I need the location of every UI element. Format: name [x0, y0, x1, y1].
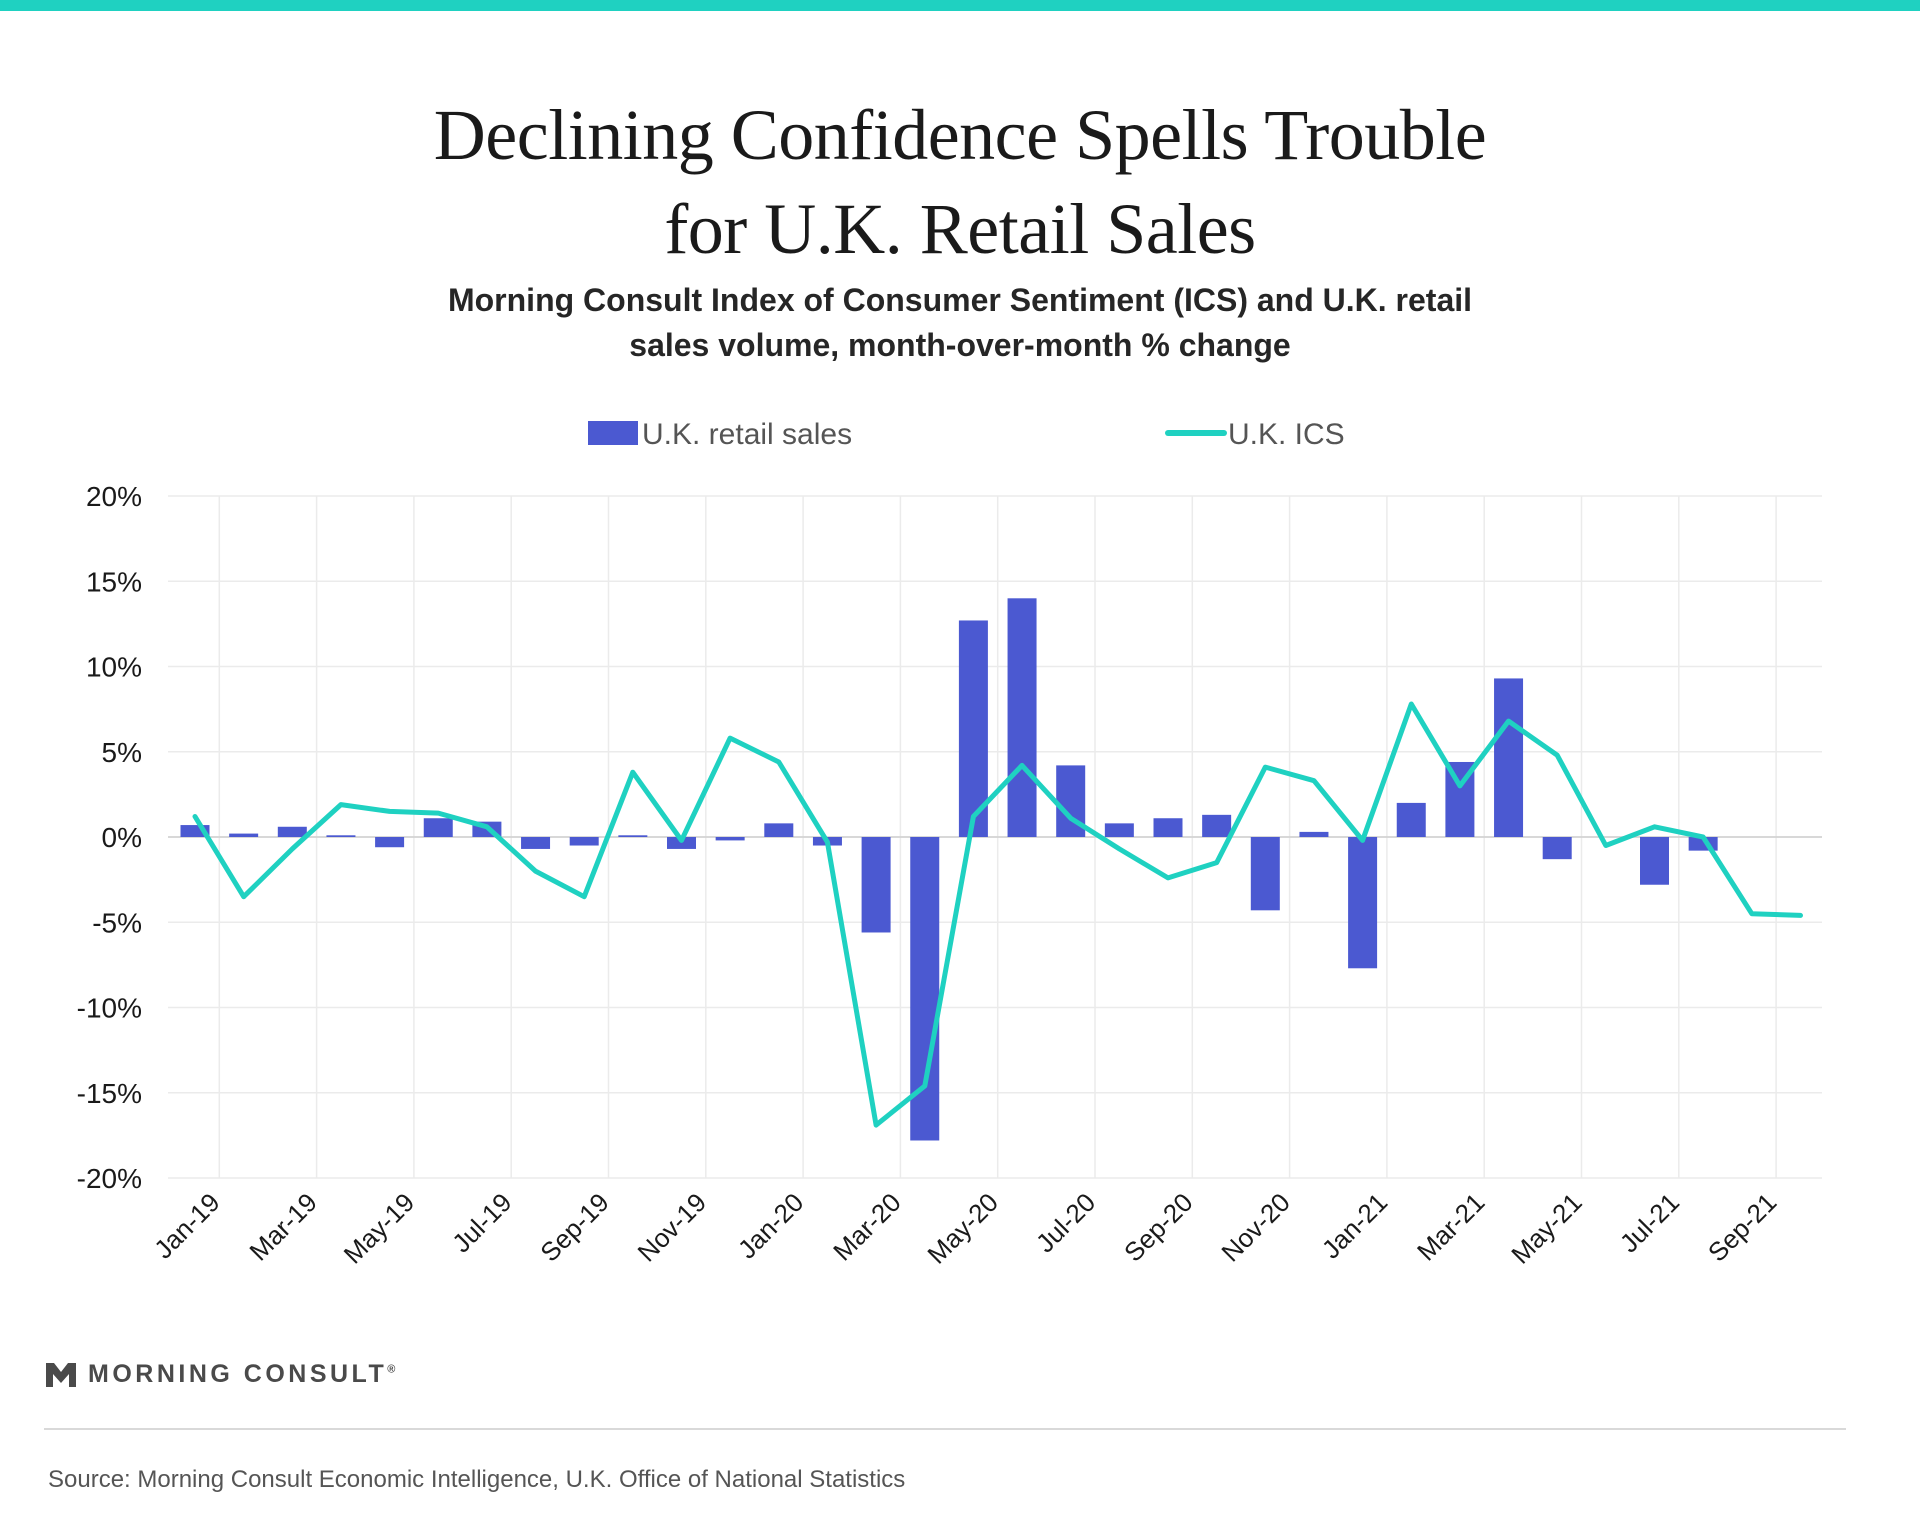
x-tick-label: Jul-20	[1030, 1187, 1101, 1258]
chart-title-line-1: Declining Confidence Spells Trouble	[433, 95, 1487, 175]
source-note: Source: Morning Consult Economic Intelli…	[48, 1466, 906, 1493]
retail-sales-bar	[1640, 837, 1669, 885]
retail-sales-bar	[375, 837, 405, 848]
legend-swatch-retail-sales	[588, 421, 638, 445]
x-tick-label: Nov-19	[632, 1187, 712, 1267]
retail-sales-bar	[861, 837, 891, 933]
retail-sales-bar	[1348, 837, 1378, 969]
chart-subtitle: Morning Consult Index of Consumer Sentim…	[0, 278, 1920, 368]
retail-sales-bar	[1396, 802, 1426, 837]
brand-logo: MORNING CONSULT®	[46, 1360, 399, 1389]
retail-sales-bar	[180, 825, 210, 837]
retail-sales-bar	[618, 835, 648, 837]
chart-subtitle-line-2: sales volume, month-over-month % change	[629, 327, 1291, 363]
retail-sales-bar	[521, 837, 551, 849]
y-tick-label: -10%	[77, 993, 142, 1024]
x-tick-label: Sep-20	[1118, 1187, 1198, 1267]
morning-consult-logo-icon	[46, 1362, 76, 1387]
retail-sales-bar	[1007, 598, 1037, 837]
retail-sales-bar	[764, 823, 794, 837]
top-accent-bar	[0, 0, 1920, 11]
x-tick-label: Sep-19	[534, 1187, 614, 1267]
retail-sales-bar	[569, 837, 599, 846]
legend-label-ics: U.K. ICS	[1228, 420, 1345, 451]
y-tick-label: -20%	[77, 1163, 142, 1194]
y-tick-label: -15%	[77, 1078, 142, 1109]
x-tick-label: Nov-20	[1215, 1187, 1295, 1267]
x-tick-label: Mar-20	[827, 1187, 906, 1266]
retail-sales-bar	[1153, 818, 1183, 837]
retail-sales-bar	[1542, 837, 1572, 860]
x-tick-label: May-21	[1505, 1187, 1588, 1270]
retail-sales-bar	[910, 837, 940, 1141]
chart-subtitle-line-1: Morning Consult Index of Consumer Sentim…	[447, 282, 1473, 318]
retail-sales-bar	[277, 826, 307, 837]
y-tick-label: 0%	[102, 822, 142, 853]
retail-sales-bar	[958, 620, 988, 837]
y-tick-label: -5%	[92, 907, 142, 938]
retail-sales-bar	[326, 835, 356, 837]
x-tick-label: Mar-21	[1411, 1187, 1490, 1266]
legend-label-retail-sales: U.K. retail sales	[642, 420, 852, 451]
y-tick-label: 15%	[86, 566, 142, 597]
x-tick-label: Jul-21	[1614, 1187, 1685, 1258]
x-tick-label: Jan-20	[732, 1187, 809, 1264]
x-tick-label: May-20	[921, 1187, 1004, 1270]
footer-divider	[44, 1428, 1846, 1430]
retail-sales-bar	[1202, 814, 1232, 837]
chart-canvas: 20% 15% 10% 5% 0% -5% -10% -15% -20%Jan-19 Mar-19…	[77, 420, 1822, 1270]
chart-title-line-2: for U.K. Retail Sales	[664, 189, 1256, 269]
x-tick-label: Jan-21	[1316, 1187, 1393, 1264]
retail-sales-bar	[1250, 837, 1280, 911]
chart-title: Declining Confidence Spells Trouble for …	[0, 88, 1920, 276]
x-tick-label: Sep-21	[1702, 1187, 1782, 1267]
retail-sales-bar	[229, 833, 259, 837]
ics-line	[192, 701, 1803, 1128]
brand-name: MORNING CONSULT®	[88, 1360, 399, 1388]
x-tick-label: Mar-19	[243, 1187, 322, 1266]
y-tick-label: 10%	[86, 652, 142, 683]
retail-sales-bar	[1104, 823, 1134, 837]
y-tick-label: 20%	[86, 481, 142, 512]
retail-sales-bar	[667, 837, 696, 849]
x-tick-label: Jan-19	[148, 1187, 225, 1264]
y-tick-label: 5%	[102, 737, 142, 768]
retail-sales-bar	[423, 818, 453, 837]
retail-sales-bar	[1299, 831, 1329, 837]
x-tick-label: Jul-19	[446, 1187, 517, 1258]
x-tick-label: May-19	[338, 1187, 421, 1270]
retail-sales-bar	[715, 837, 745, 841]
retail-sales-bar	[1494, 678, 1524, 837]
